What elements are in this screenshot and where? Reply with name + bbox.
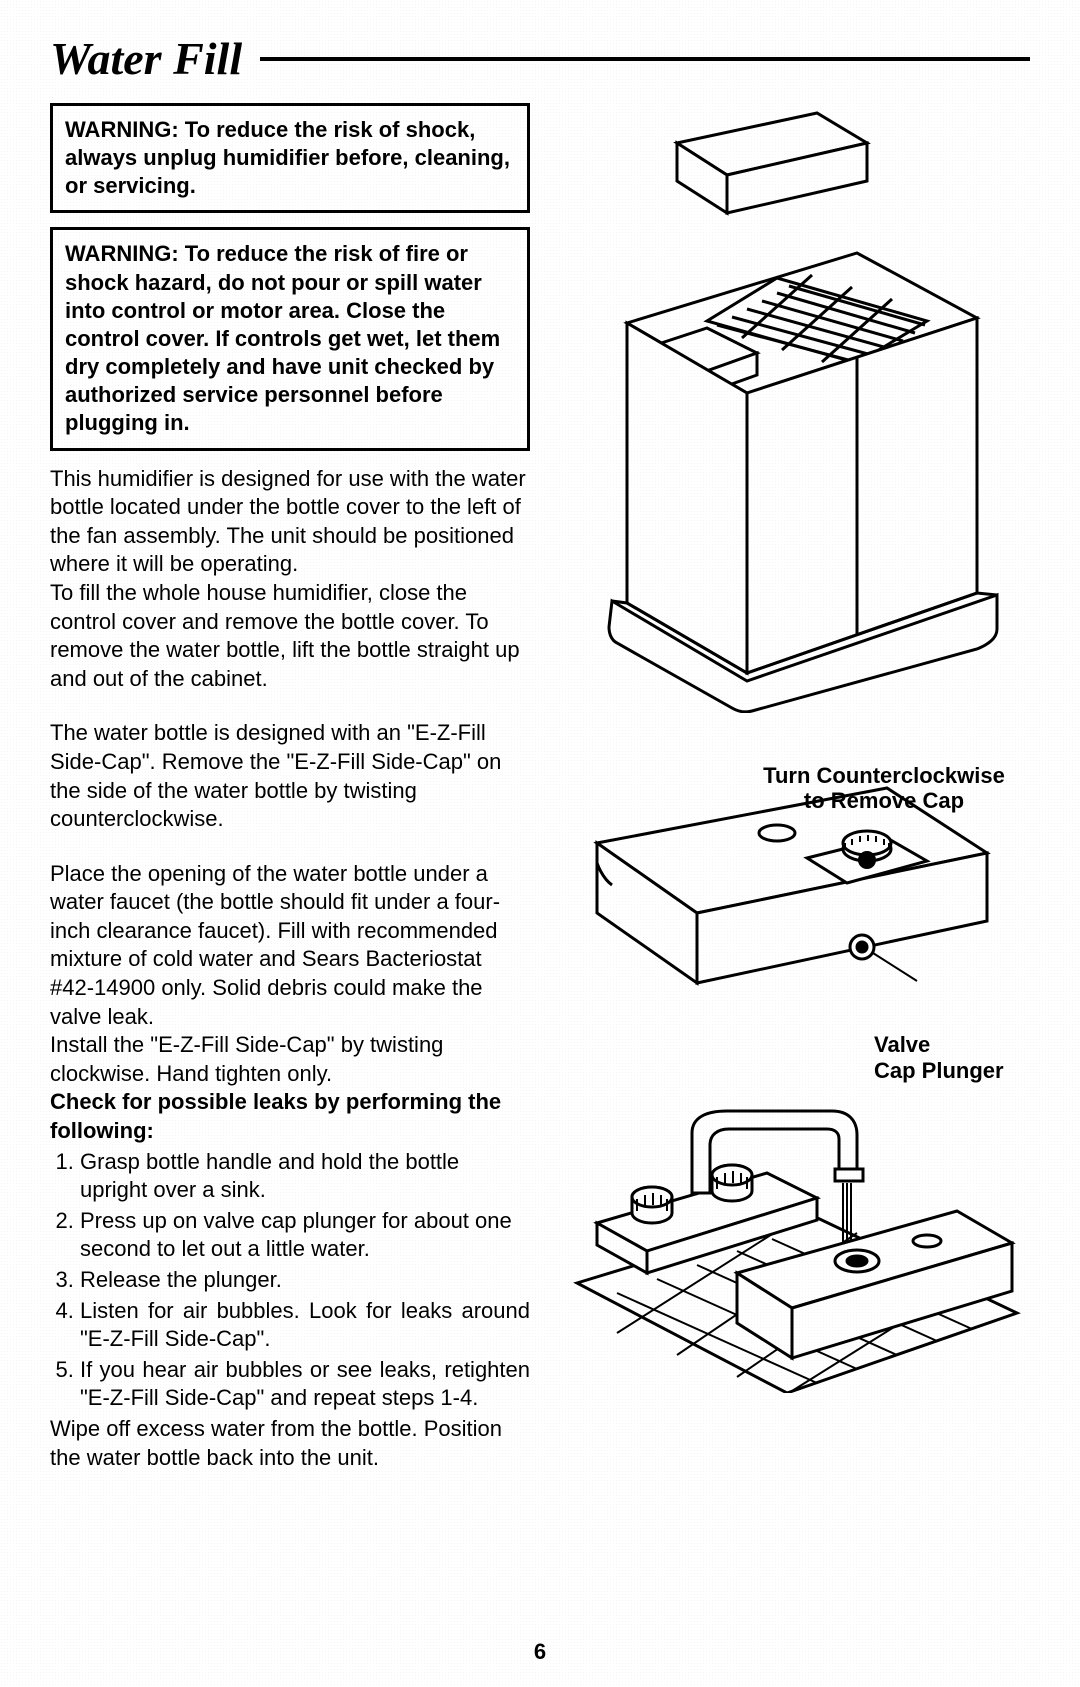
warning-box-1: WARNING: To reduce the risk of shock, al… (50, 103, 530, 213)
page-title: Water Fill (50, 32, 260, 85)
figure-faucet-fill (554, 1093, 1030, 1393)
para-wipe: Wipe off excess water from the bottle. P… (50, 1415, 530, 1472)
warning-box-2: WARNING: To reduce the risk of fire or s… (50, 227, 530, 450)
para-intro-2: To fill the whole house humidifier, clos… (50, 579, 530, 693)
steps-list: Grasp bottle handle and hold the bottle … (50, 1148, 530, 1413)
figure-humidifier (554, 103, 1030, 713)
label-turn-ccw: Turn Counterclockwiseto Remove Cap (744, 763, 1024, 814)
humidifier-illustration (557, 103, 1027, 713)
step-5: If you hear air bubbles or see leaks, re… (80, 1356, 530, 1413)
faucet-fill-illustration (557, 1093, 1027, 1393)
page-number: 6 (0, 1639, 1080, 1665)
para-intro-1: This humidifier is designed for use with… (50, 465, 530, 579)
para-faucet: Place the opening of the water bottle un… (50, 860, 530, 1032)
figure-bottle-cap: Turn Counterclockwiseto Remove Cap (554, 763, 1030, 1083)
check-heading: Check for possible leaks by performing t… (50, 1088, 530, 1145)
step-4: Listen for air bubbles. Look for leaks a… (80, 1297, 530, 1354)
para-install: Install the "E-Z-Fill Side-Cap" by twist… (50, 1031, 530, 1088)
step-1: Grasp bottle handle and hold the bottle … (80, 1148, 530, 1205)
label-valve-plunger: ValveCap Plunger (874, 1032, 1054, 1083)
step-2: Press up on valve cap plunger for about … (80, 1207, 530, 1264)
step-3: Release the plunger. (80, 1266, 530, 1295)
para-cap: The water bottle is designed with an "E-… (50, 719, 530, 833)
title-rule (260, 57, 1030, 61)
